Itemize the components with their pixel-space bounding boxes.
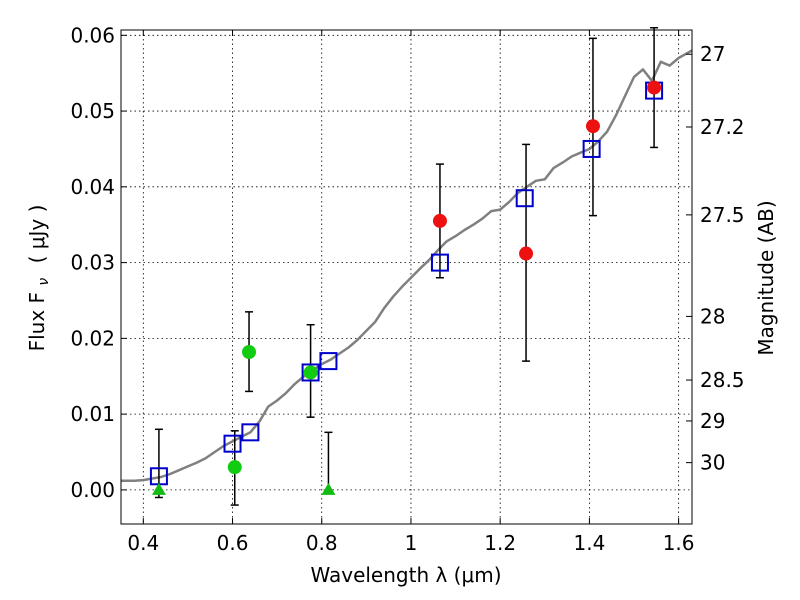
- y-tick-label: 0.06: [70, 23, 115, 47]
- x-tick-label: 1.2: [484, 531, 516, 555]
- plot-frame: [120, 29, 693, 525]
- marginal-detection-point: [242, 345, 257, 360]
- x-tick-label: 0.4: [127, 531, 159, 555]
- y-tick-label: 0.03: [70, 251, 115, 275]
- detection-point: [647, 80, 662, 95]
- marginal-detection-point: [303, 365, 318, 380]
- x-tick-label: 0.6: [217, 531, 249, 555]
- y-tick-label: 0.01: [70, 402, 115, 426]
- detection-point: [519, 246, 534, 261]
- x-axis-title: Wavelength λ (μm): [310, 563, 501, 587]
- model-sed-line: [121, 49, 692, 483]
- y-tick-label: 0.00: [70, 478, 115, 502]
- svg-text:Flux F ν ( μJy ): Flux F ν ( μJy ): [25, 205, 53, 352]
- x-tick-label: 1: [405, 531, 418, 555]
- y2-tick-label: 27.2: [700, 115, 745, 139]
- y-axis-title: Flux F ν ( μJy ): [25, 205, 53, 352]
- model-photometry-point: [515, 189, 534, 208]
- ticks: [121, 30, 692, 524]
- y-tick-label: 0.04: [70, 175, 115, 199]
- series-layer: [121, 49, 692, 483]
- model-photometry-point: [241, 423, 260, 442]
- x-tick-label: 1.6: [663, 531, 695, 555]
- y-axis-title-main: Flux F: [25, 292, 49, 351]
- y2-tick-label: 30: [700, 451, 725, 475]
- y2-tick-label: 27.5: [700, 203, 745, 227]
- marginal-detection-point: [227, 460, 242, 475]
- non-detection-point: [321, 482, 336, 495]
- y-axis-title-unit: ( μJy ): [25, 205, 49, 264]
- model-photometry-point: [301, 363, 320, 382]
- model-photometry-point: [582, 139, 601, 158]
- y2-tick-label: 29: [700, 409, 725, 433]
- model-photometry-point: [430, 253, 449, 272]
- plot-area: [121, 49, 692, 483]
- tick-labels: 0.4 0.6 0.8 1 1.2 1.4 1.6 0.00 0.01 0.02 0.03 0.04 0…: [70, 23, 744, 555]
- y2-tick-label: 28.5: [700, 368, 745, 392]
- y-axis-title-subscript: ν: [36, 278, 52, 286]
- y2-tick-label: 27: [700, 42, 725, 66]
- model-photometry-point: [223, 434, 242, 453]
- x-tick-label: 0.8: [306, 531, 338, 555]
- markers: [149, 80, 664, 495]
- y-tick-label: 0.05: [70, 99, 115, 123]
- y2-axis-title: Magnitude (AB): [754, 200, 778, 355]
- x-tick-label: 1.4: [573, 531, 605, 555]
- grid: [121, 30, 692, 524]
- y2-tick-label: 28: [700, 304, 725, 328]
- model-photometry-point: [319, 352, 338, 371]
- detection-point: [585, 119, 600, 134]
- detection-point: [432, 213, 447, 228]
- non-detection-point: [151, 482, 166, 495]
- y-tick-label: 0.02: [70, 326, 115, 350]
